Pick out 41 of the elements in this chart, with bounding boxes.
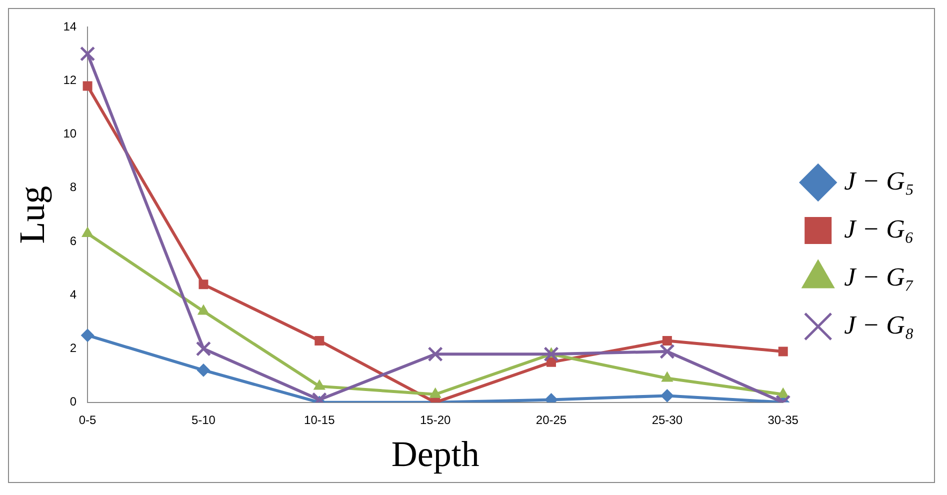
- y-tick-label: 4: [70, 287, 77, 302]
- point: [198, 280, 208, 290]
- point: [660, 389, 674, 402]
- legend-label: J − G₆: [844, 214, 914, 244]
- y-tick-label: 2: [70, 341, 77, 356]
- y-tick-label: 0: [70, 394, 77, 409]
- x-tick-label: 0-5: [78, 412, 97, 427]
- x-tick-label: 30-35: [768, 412, 799, 427]
- point: [662, 336, 672, 346]
- point: [428, 346, 443, 362]
- point: [661, 372, 673, 382]
- x-tick-label: 5-10: [191, 412, 216, 427]
- y-tick-label: 10: [63, 126, 77, 141]
- point: [82, 226, 94, 237]
- y-tick-label: 6: [70, 234, 77, 248]
- point: [777, 388, 789, 398]
- y-axis-title: Lug: [12, 186, 52, 244]
- point: [196, 341, 212, 356]
- y-tick-label: 14: [63, 19, 77, 34]
- legend-label: J − G₅: [844, 166, 914, 196]
- point: [82, 81, 92, 91]
- x-tick-label: 25-30: [652, 412, 683, 427]
- x-tick-label: 15-20: [420, 412, 451, 427]
- y-tick-label: 12: [63, 72, 77, 87]
- x-axis-title: Depth: [391, 434, 480, 474]
- point: [778, 346, 788, 356]
- point: [546, 357, 556, 367]
- y-tick-label: 8: [70, 180, 77, 194]
- point: [544, 346, 559, 362]
- x-tick-label: 10-15: [304, 412, 336, 427]
- point: [660, 344, 675, 360]
- legend-label: J − G₇: [844, 262, 914, 292]
- point: [314, 380, 326, 390]
- legend-label: J − G₈: [844, 310, 914, 340]
- point: [314, 336, 324, 346]
- x-tick-label: 20-25: [536, 412, 567, 427]
- point: [430, 388, 442, 398]
- point: [80, 46, 96, 62]
- point: [198, 304, 210, 315]
- point: [196, 364, 210, 377]
- point: [81, 328, 94, 342]
